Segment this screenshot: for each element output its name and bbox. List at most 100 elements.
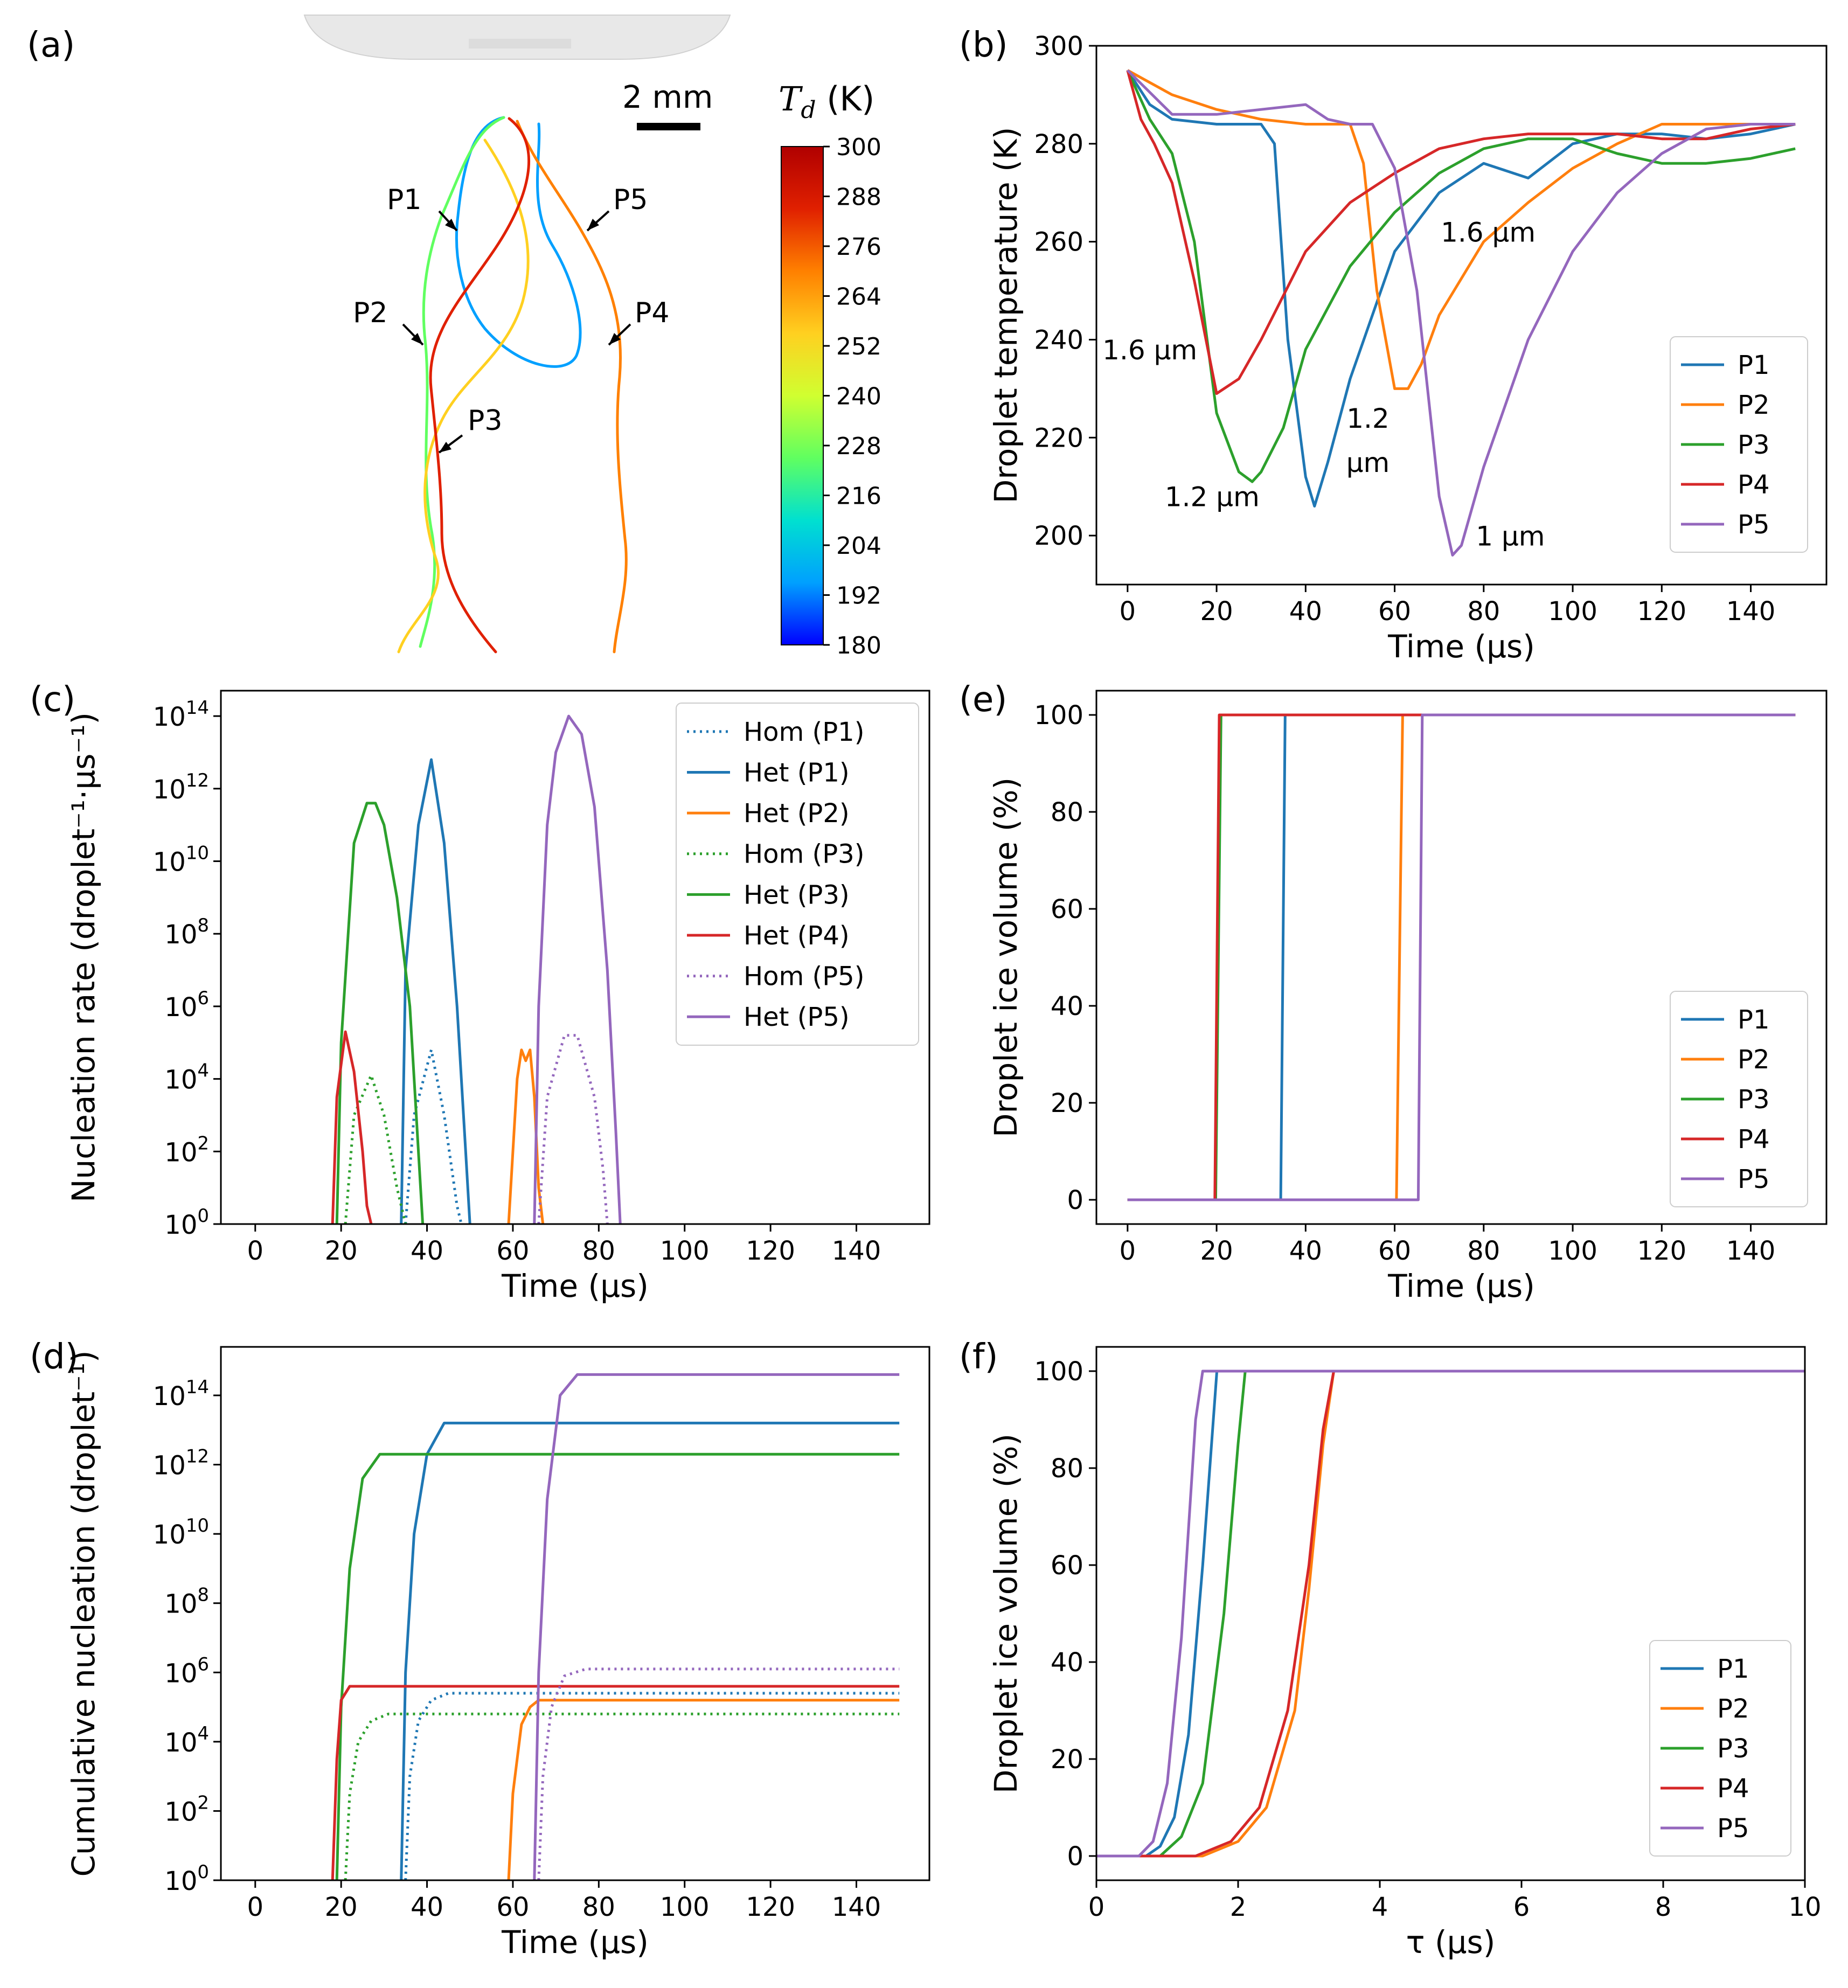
series-group [1127,713,1796,1201]
series-line-het-p4- [331,1030,373,1224]
legend-label: P1 [1738,1005,1769,1035]
x-tick-label: 140 [1726,1236,1776,1266]
y-tick-label: 100 [1034,1357,1083,1387]
y-tick-label: 200 [1034,521,1083,551]
arrow-head-p3 [439,442,451,453]
series-line-p5 [1127,713,1796,1201]
annotation: 1.6 μm [1441,217,1536,248]
legend-label: P5 [1717,1813,1749,1844]
plot-frame [220,690,930,1225]
legend-label: Het (P5) [744,1002,850,1032]
chart-panel-b: (b) 0 20 40 60 80 100 120 140 200 220 240 260 280 300 T… [959,25,1828,665]
x-tick-label: 8 [1655,1892,1672,1922]
y-tick-label: 1012 [153,770,209,805]
series-line-het-p2- [507,1699,900,1880]
legend-label: P3 [1717,1734,1749,1764]
x-tick-label: 20 [1200,596,1233,627]
colorbar-tick-label: 252 [836,333,881,360]
legend-label: Hom (P5) [744,962,864,992]
panel-label: (c) [30,680,75,720]
y-tick-label: 108 [164,915,209,950]
legend-label: Het (P2) [744,798,850,829]
colorbar-title: Td (K) [779,79,874,124]
x-tick-label: 0 [247,1892,263,1922]
series-line-het-p3- [335,1452,900,1880]
y-tick-label: 60 [1051,1551,1083,1581]
x-tick-label: 20 [1200,1236,1233,1266]
series-line-het-p1- [400,758,471,1224]
legend-label: P4 [1738,1124,1769,1155]
x-tick-label: 80 [582,1892,615,1922]
series-line-p1 [1126,69,1796,508]
series-line-hom-p1- [404,1048,463,1224]
y-tick-label: 20 [1051,1744,1083,1775]
x-tick-label: 0 [247,1236,263,1266]
y-tick-label: 80 [1051,797,1083,828]
series-line-p5 [1127,69,1796,557]
x-tick-label: 120 [746,1892,795,1922]
x-tick-label: 140 [832,1236,881,1266]
series-line-hom-p3- [344,1074,407,1224]
y-axis-label: Droplet ice volume (%) [988,777,1024,1137]
legend-label: Hom (P3) [744,839,864,870]
colorbar-tick-label: 180 [836,632,881,659]
annotation: 1.2 [1346,403,1390,434]
x-tick-label: 100 [660,1236,710,1266]
plot-frame [220,1346,930,1881]
x-axis-label: Time (μs) [1387,1268,1535,1304]
nozzle-shape [303,15,731,60]
y-tick-label: 220 [1034,423,1083,453]
x-tick-label: 40 [1289,596,1322,627]
y-tick-label: 108 [164,1584,209,1619]
x-tick-label: 20 [325,1892,358,1922]
series-group [1126,69,1796,557]
series-line-het-p4- [331,1685,900,1880]
x-axis-label: Time (μs) [501,1268,649,1304]
y-axis-label: Nucleation rate (droplet⁻¹·μs⁻¹) [65,712,102,1202]
legend: P1 P2 P3 P4 P5 [1670,336,1808,553]
y-tick-label: 300 [1034,31,1083,61]
arrow-head-p2 [411,333,423,345]
x-tick-label: 120 [746,1236,795,1266]
colorbar-tick-label: 300 [836,134,881,161]
y-tick-label: 1010 [153,1515,209,1550]
x-tick-label: 10 [1788,1892,1821,1922]
y-tick-label: 104 [164,1060,209,1095]
plot-frame [1095,1346,1806,1881]
panel-label: (e) [959,680,1007,720]
x-axis-label: τ (μs) [1406,1924,1496,1961]
x-tick-label: 4 [1372,1892,1388,1922]
y-tick-label: 106 [164,988,209,1023]
y-tick-label: 260 [1034,227,1083,258]
colorbar-ticks: 300 288 276 264 252 240 228 216 204 192 180 [823,134,881,659]
x-tick-label: 2 [1230,1892,1247,1922]
x-tick-label: 60 [496,1892,529,1922]
legend-label: P2 [1717,1694,1749,1724]
x-tick-label: 40 [1289,1236,1322,1266]
series-line-p2 [1127,69,1796,390]
x-axis-label: Time (μs) [501,1924,649,1961]
x-tick-label: 140 [832,1892,881,1922]
x-tick-label: 120 [1637,596,1686,627]
y-tick-label: 0 [1067,1841,1083,1872]
point-label-p3: P3 [468,405,502,437]
series-line-p4 [1096,1370,1805,1858]
colorbar-tick-label: 288 [836,184,881,211]
chart-panel-d: (d) 0 20 40 60 80 100 120 140 100 102 104 106 108 1010… [30,1337,930,1961]
chart-panels: (b)0 20 40 60 80 100 120 140200220240260280300T… [30,25,1828,1961]
y-tick-label: 100 [164,1205,209,1240]
y-tick-label: 40 [1051,991,1083,1021]
series-line-het-p1- [400,1421,900,1880]
series-line-het-p3- [335,802,425,1224]
trajectory-5 [429,117,531,654]
x-tick-label: 140 [1726,596,1776,627]
x-tick-label: 60 [1378,596,1411,627]
arrow-head-p4 [609,333,621,345]
legend-label: P1 [1717,1654,1749,1684]
series-line-het-p2- [507,1048,545,1224]
nozzle-inner [469,39,571,48]
legend-label: P2 [1738,1045,1769,1075]
x-tick-label: 0 [1088,1892,1105,1922]
